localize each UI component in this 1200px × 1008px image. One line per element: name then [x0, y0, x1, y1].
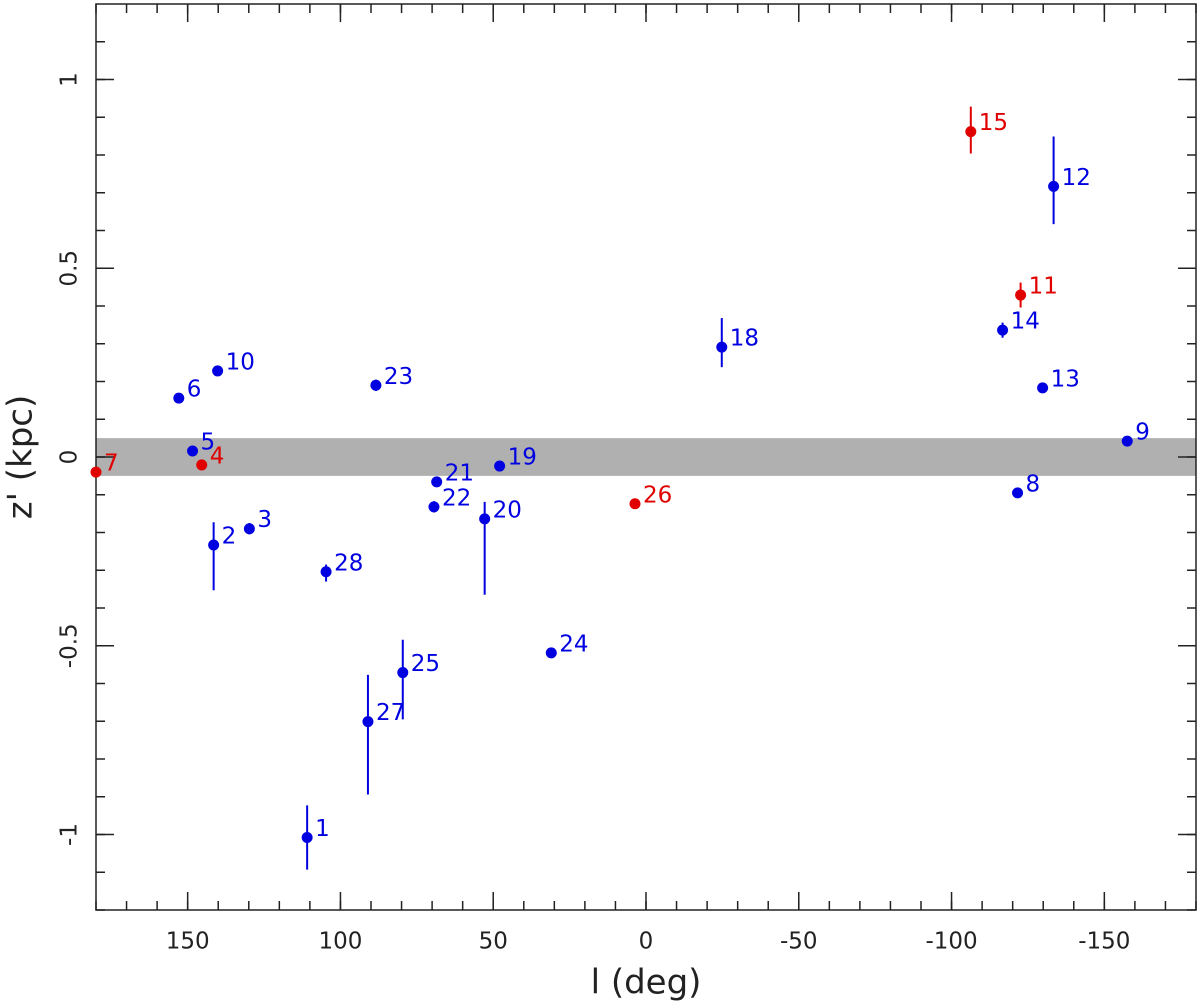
x-tick-label: 150 — [166, 929, 210, 955]
point-label: 23 — [384, 364, 413, 390]
point — [431, 476, 443, 488]
point — [173, 392, 185, 404]
point-label: 20 — [493, 497, 522, 523]
point-label: 28 — [334, 550, 363, 576]
point-label: 12 — [1062, 165, 1091, 191]
point-label: 14 — [1011, 309, 1040, 335]
point-label: 22 — [442, 485, 471, 511]
x-tick-label: 0 — [639, 929, 654, 955]
point — [716, 341, 728, 353]
point — [243, 523, 255, 535]
x-tick-label: -50 — [780, 929, 818, 955]
point — [428, 501, 440, 513]
point — [997, 324, 1009, 336]
point — [479, 513, 491, 525]
point-label: 11 — [1029, 274, 1058, 300]
y-tick-label: 1 — [57, 72, 83, 87]
y-tick-label: 0.5 — [57, 250, 83, 287]
point-label: 8 — [1026, 471, 1041, 497]
point-label: 10 — [226, 349, 255, 375]
point-label: 2 — [222, 523, 237, 549]
point-label: 1 — [315, 816, 330, 842]
x-tick-label: 100 — [318, 929, 362, 955]
point — [1015, 289, 1027, 301]
point-label: 13 — [1051, 366, 1080, 392]
point — [208, 539, 220, 551]
point-label: 7 — [104, 451, 119, 477]
shaded-band — [96, 438, 1196, 476]
point-label: 24 — [559, 631, 588, 657]
point-label: 19 — [508, 445, 537, 471]
point-label: 3 — [257, 507, 272, 533]
point — [90, 466, 102, 478]
y-axis-title: z' (kpc) — [1, 395, 41, 520]
point — [301, 832, 313, 844]
point-label: 27 — [376, 700, 405, 726]
point — [1037, 382, 1049, 394]
point-label: 15 — [979, 110, 1008, 136]
x-tick-label: -100 — [925, 929, 977, 955]
point — [1048, 180, 1060, 192]
point — [1121, 435, 1133, 447]
point-label: 5 — [201, 429, 216, 455]
point-label: 4 — [210, 443, 225, 469]
x-tick-label: -150 — [1078, 929, 1130, 955]
x-tick-label: 50 — [479, 929, 508, 955]
point — [320, 566, 332, 578]
y-tick-label: -0.5 — [57, 623, 83, 668]
point-label: 26 — [643, 482, 672, 508]
point-label: 6 — [187, 377, 202, 403]
x-axis-title: l (deg) — [591, 963, 702, 1003]
point-label: 18 — [730, 326, 759, 352]
point — [370, 379, 382, 391]
point — [362, 716, 374, 728]
point-label: 25 — [411, 651, 440, 677]
point — [494, 460, 506, 472]
point — [629, 498, 641, 510]
point — [965, 126, 977, 138]
y-tick-label: -1 — [57, 823, 83, 846]
point — [187, 445, 199, 457]
point — [1012, 487, 1024, 499]
point — [545, 647, 557, 659]
point — [397, 667, 409, 679]
point-label: 9 — [1135, 420, 1150, 446]
y-tick-label: 0 — [57, 450, 83, 465]
point — [212, 365, 224, 377]
point — [196, 459, 208, 471]
plot-frame — [95, 3, 1197, 911]
point-label: 21 — [445, 460, 474, 486]
